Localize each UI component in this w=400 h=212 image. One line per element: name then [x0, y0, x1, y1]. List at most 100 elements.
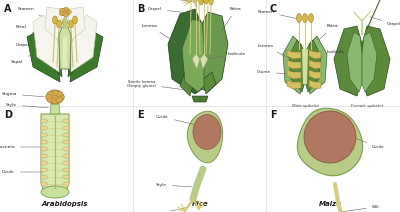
Ellipse shape — [60, 8, 70, 16]
Polygon shape — [187, 111, 223, 163]
Text: Carpel: Carpel — [148, 7, 193, 14]
Text: Sepal: Sepal — [11, 53, 34, 64]
Ellipse shape — [308, 14, 314, 22]
Text: Stigma: Stigma — [150, 208, 186, 212]
Ellipse shape — [56, 92, 63, 97]
Text: Style: Style — [6, 103, 48, 108]
Polygon shape — [68, 32, 85, 77]
Ellipse shape — [52, 16, 58, 24]
Polygon shape — [283, 36, 303, 94]
Text: B: B — [137, 4, 144, 14]
Ellipse shape — [58, 95, 64, 99]
Polygon shape — [200, 54, 208, 69]
Ellipse shape — [40, 126, 48, 130]
Ellipse shape — [56, 97, 63, 102]
Text: Placenta: Placenta — [0, 145, 40, 149]
Ellipse shape — [62, 133, 70, 137]
Ellipse shape — [62, 161, 70, 165]
Polygon shape — [289, 40, 305, 92]
Ellipse shape — [40, 147, 48, 151]
Polygon shape — [182, 19, 204, 92]
Polygon shape — [287, 50, 301, 59]
Ellipse shape — [56, 20, 62, 28]
Polygon shape — [67, 7, 85, 42]
Ellipse shape — [47, 97, 54, 102]
Polygon shape — [287, 70, 301, 79]
Polygon shape — [71, 15, 97, 72]
Ellipse shape — [186, 0, 192, 3]
Text: F: F — [270, 110, 277, 120]
Polygon shape — [309, 80, 321, 89]
Text: Lodicule: Lodicule — [209, 52, 246, 59]
Polygon shape — [347, 32, 362, 92]
Ellipse shape — [40, 119, 48, 123]
Ellipse shape — [302, 14, 308, 22]
Polygon shape — [33, 15, 59, 72]
Text: Stamen: Stamen — [145, 0, 192, 2]
Polygon shape — [63, 37, 67, 67]
Polygon shape — [287, 60, 301, 69]
Polygon shape — [309, 70, 321, 79]
Ellipse shape — [59, 12, 64, 16]
Ellipse shape — [202, 0, 208, 3]
Ellipse shape — [296, 14, 302, 22]
Text: Maize: Maize — [318, 201, 342, 207]
Text: A: A — [4, 4, 12, 14]
Ellipse shape — [192, 0, 198, 3]
Text: Sterile lemma
(Empty glume): Sterile lemma (Empty glume) — [127, 80, 183, 90]
Text: C: C — [270, 4, 277, 14]
Polygon shape — [45, 32, 62, 77]
Text: Palea: Palea — [222, 7, 242, 32]
Ellipse shape — [304, 111, 356, 163]
Ellipse shape — [52, 91, 58, 95]
Ellipse shape — [40, 154, 48, 158]
Polygon shape — [192, 96, 208, 102]
Text: Male spikelet: Male spikelet — [292, 104, 318, 108]
Ellipse shape — [193, 114, 221, 149]
Text: Carpel: Carpel — [370, 17, 400, 26]
Ellipse shape — [40, 168, 48, 172]
Text: Stigma: Stigma — [2, 92, 44, 97]
Polygon shape — [192, 54, 200, 69]
Text: Palea: Palea — [319, 24, 339, 40]
Polygon shape — [202, 72, 216, 94]
Ellipse shape — [40, 140, 48, 144]
Text: D: D — [4, 110, 12, 120]
Ellipse shape — [208, 0, 214, 5]
Polygon shape — [45, 7, 63, 42]
Polygon shape — [70, 27, 103, 82]
Polygon shape — [59, 27, 71, 69]
Text: Lemma: Lemma — [257, 44, 288, 58]
Polygon shape — [362, 26, 390, 96]
Text: Arabidopsis: Arabidopsis — [42, 201, 88, 207]
Polygon shape — [302, 49, 308, 84]
Ellipse shape — [204, 0, 208, 4]
Ellipse shape — [62, 147, 70, 151]
Polygon shape — [180, 74, 194, 96]
Ellipse shape — [62, 154, 70, 158]
Ellipse shape — [46, 90, 64, 104]
Polygon shape — [305, 40, 321, 92]
Ellipse shape — [40, 175, 48, 179]
Text: E: E — [137, 110, 144, 120]
Ellipse shape — [62, 140, 70, 144]
Text: Silk: Silk — [343, 205, 380, 212]
Polygon shape — [309, 50, 321, 59]
Ellipse shape — [40, 133, 48, 137]
Ellipse shape — [72, 16, 78, 24]
Polygon shape — [168, 9, 202, 94]
Ellipse shape — [62, 175, 70, 179]
Ellipse shape — [62, 18, 68, 26]
Polygon shape — [309, 60, 321, 69]
Ellipse shape — [64, 7, 69, 11]
Polygon shape — [334, 26, 362, 96]
Polygon shape — [362, 32, 377, 92]
Ellipse shape — [40, 161, 48, 165]
Ellipse shape — [66, 10, 72, 14]
Text: Rice: Rice — [192, 201, 208, 207]
Polygon shape — [297, 108, 363, 176]
Ellipse shape — [62, 182, 70, 186]
Polygon shape — [27, 27, 60, 82]
Ellipse shape — [59, 8, 64, 12]
Ellipse shape — [62, 119, 70, 123]
